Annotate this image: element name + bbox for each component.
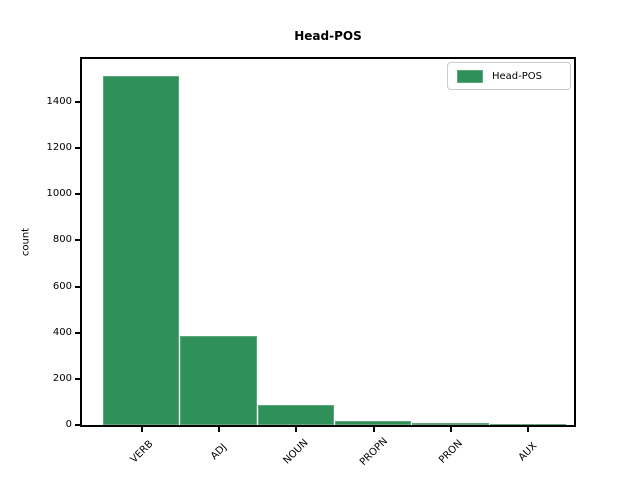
y-tick-label: 0 — [65, 419, 72, 430]
y-tick-mark — [75, 286, 80, 288]
x-tick-mark — [141, 427, 143, 432]
y-tick-mark — [75, 378, 80, 380]
y-tick-mark — [75, 147, 80, 149]
x-tick-mark — [295, 427, 297, 432]
x-tick-mark — [218, 427, 220, 432]
x-tick-label-verb: VERB — [128, 438, 156, 466]
bar-verb — [103, 76, 179, 425]
bar-adj — [180, 336, 257, 425]
plot-area — [80, 57, 576, 427]
x-tick-mark — [527, 427, 529, 432]
y-tick-mark — [75, 239, 80, 241]
chart-title: Head-POS — [294, 29, 362, 43]
y-tick-label: 1400 — [46, 96, 72, 107]
y-tick-label: 400 — [52, 327, 72, 338]
x-tick-label-adj: ADJ — [208, 441, 230, 463]
x-tick-label-aux: AUX — [516, 440, 540, 464]
y-tick-label: 800 — [52, 234, 72, 245]
bar-noun — [258, 405, 334, 425]
y-tick-mark — [75, 193, 80, 195]
legend-label: Head-POS — [492, 70, 543, 82]
y-tick-label: 1000 — [46, 188, 72, 199]
y-tick-label: 1200 — [46, 142, 72, 153]
x-tick-label-noun: NOUN — [281, 437, 311, 467]
y-tick-label: 200 — [52, 373, 72, 384]
y-tick-mark — [75, 101, 80, 103]
y-tick-label: 600 — [52, 281, 72, 292]
y-tick-mark — [75, 424, 80, 426]
bar-propn — [335, 421, 411, 425]
x-tick-mark — [450, 427, 452, 432]
legend: Head-POS — [447, 62, 571, 90]
x-tick-label-propn: PROPN — [357, 435, 391, 469]
x-tick-mark — [373, 427, 375, 432]
x-tick-label-pron: PRON — [437, 438, 465, 466]
legend-swatch-icon — [457, 69, 483, 83]
bar-pron — [412, 423, 489, 425]
y-tick-mark — [75, 332, 80, 334]
